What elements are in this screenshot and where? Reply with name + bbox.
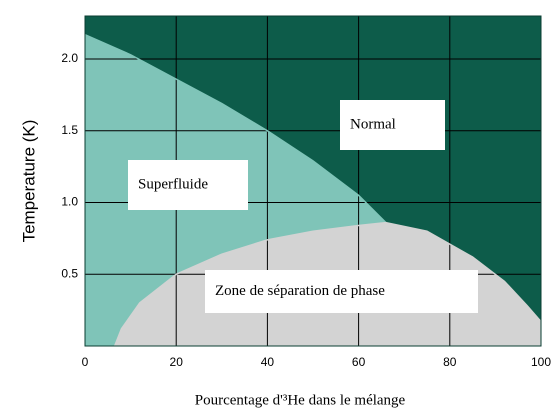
annotation: Superfluide xyxy=(138,176,208,192)
y-axis-label: Temperature (K) xyxy=(19,120,38,243)
annotation: Normal xyxy=(350,116,396,132)
x-tick-label: 100 xyxy=(531,355,551,369)
plot-border xyxy=(84,15,542,347)
x-tick-label: 0 xyxy=(82,355,89,369)
x-tick-label: 80 xyxy=(443,355,457,369)
x-tick-label: 40 xyxy=(261,355,275,369)
y-tick-label: 0.5 xyxy=(61,266,78,280)
boundary-line xyxy=(113,221,542,347)
annotation: Zone de séparation de phase xyxy=(215,283,385,299)
y-tick-label: 2.0 xyxy=(61,51,78,65)
annotation-box xyxy=(340,100,445,150)
x-axis-label: Pourcentage d'³He dans le mélange xyxy=(195,392,406,408)
annotation-box xyxy=(128,160,248,210)
boundary-line xyxy=(84,33,387,224)
y-tick-label: 1.5 xyxy=(61,123,78,137)
x-tick-label: 60 xyxy=(352,355,366,369)
annotation-box xyxy=(205,270,478,313)
x-tick-label: 20 xyxy=(170,355,184,369)
y-tick-label: 1.0 xyxy=(61,195,78,209)
